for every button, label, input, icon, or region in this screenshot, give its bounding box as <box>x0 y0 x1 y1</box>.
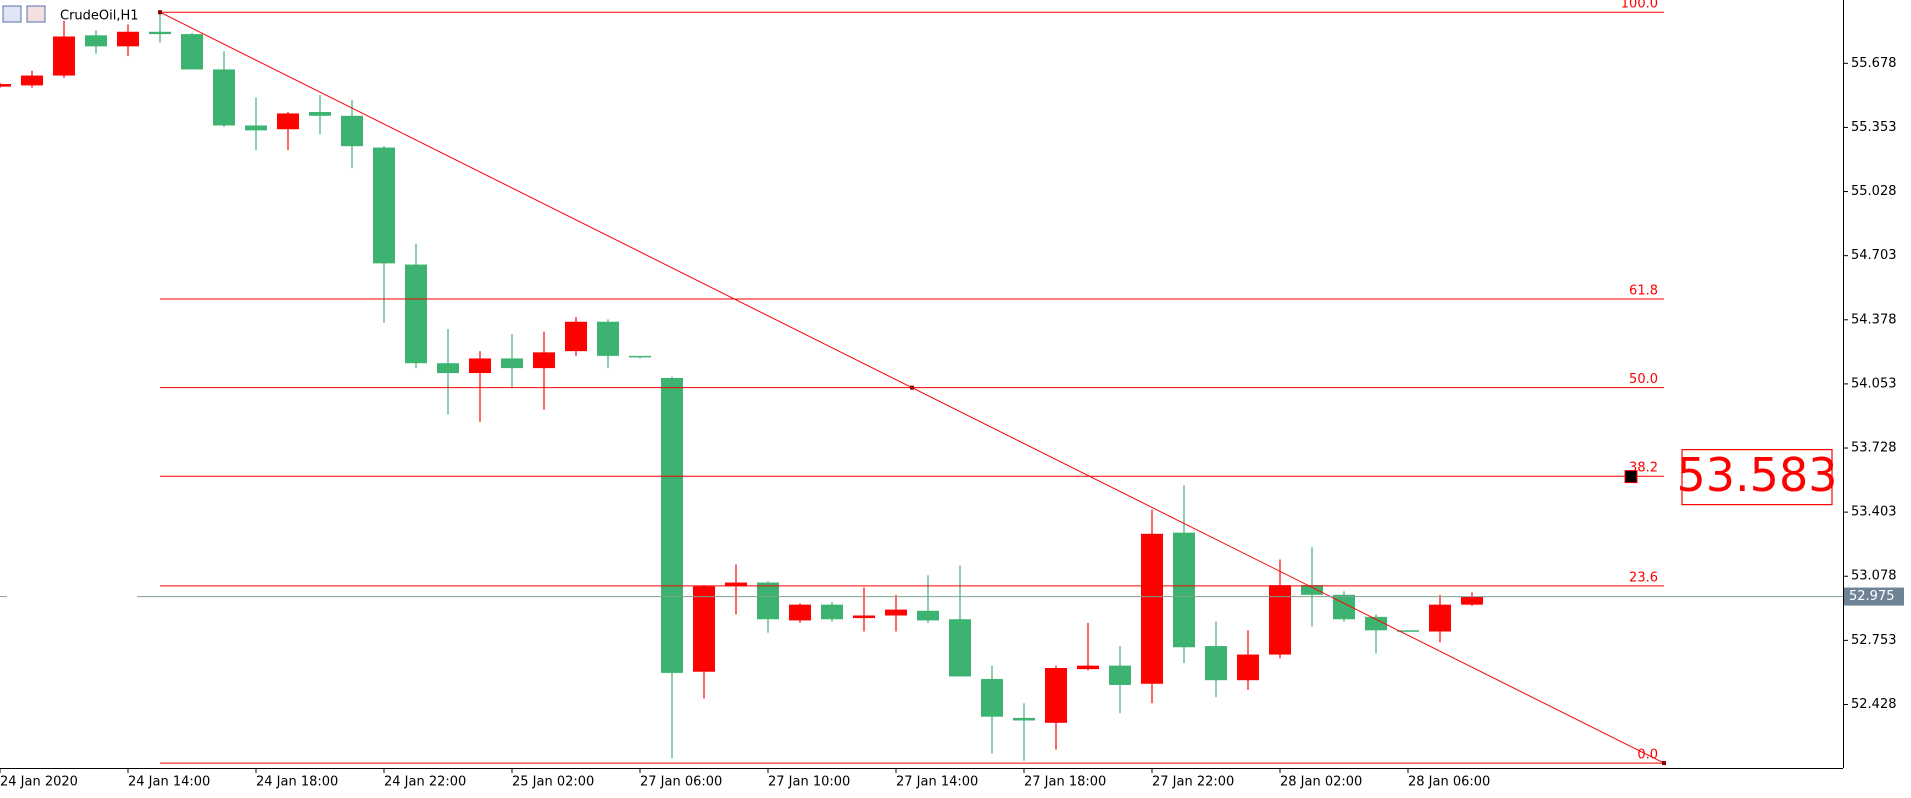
candle-body <box>341 115 363 147</box>
x-tick-label: 27 Jan 14:00 <box>896 775 978 790</box>
y-tick-label: 52.753 <box>1851 633 1897 648</box>
candle-body <box>1141 533 1163 684</box>
icon <box>26 5 46 23</box>
candle-body <box>373 147 395 264</box>
candle-body <box>693 586 715 672</box>
y-tick-label: 54.703 <box>1851 248 1897 263</box>
candle-body <box>821 604 843 620</box>
x-tick-label: 28 Jan 06:00 <box>1408 775 1490 790</box>
price-label: 53.583 <box>1677 448 1838 502</box>
candle-body <box>949 619 971 677</box>
last-price-label: 52.975 <box>1849 589 1895 604</box>
x-tick-label: 24 Jan 14:00 <box>128 775 210 790</box>
x-tick-label: 27 Jan 10:00 <box>768 775 850 790</box>
x-tick-label: 27 Jan 18:00 <box>1024 775 1106 790</box>
candle-body <box>501 358 523 369</box>
candle-body <box>981 679 1003 717</box>
candle-body <box>789 604 811 621</box>
x-tick-label: 24 Jan 2020 <box>0 775 78 790</box>
x-tick-label: 28 Jan 02:00 <box>1280 775 1362 790</box>
last-price-box <box>1844 587 1904 606</box>
candle-body <box>437 363 459 374</box>
x-tick-label: 27 Jan 06:00 <box>640 775 722 790</box>
candle-body <box>1429 604 1451 632</box>
candle-body <box>629 355 651 358</box>
candle-body <box>1205 646 1227 681</box>
candle-body <box>853 615 875 619</box>
candle-body <box>277 113 299 130</box>
candle-body <box>469 358 491 374</box>
fib-anchor <box>158 10 162 15</box>
chart-title: CrudeOil,H1 <box>60 9 139 24</box>
candle-body <box>1109 665 1131 685</box>
price-label-box <box>1681 449 1833 506</box>
y-tick-label: 53.728 <box>1851 441 1897 456</box>
y-tick-label: 53.078 <box>1851 569 1897 584</box>
candle-body <box>917 610 939 621</box>
x-tick-label: 24 Jan 22:00 <box>384 775 466 790</box>
price-label-marker <box>1624 470 1638 484</box>
plot-area <box>0 12 1483 761</box>
candle-body <box>245 125 267 131</box>
fib-anchor <box>1662 761 1666 766</box>
y-tick-label: 54.053 <box>1851 376 1897 391</box>
fib-anchor <box>910 385 914 390</box>
candle-body <box>1237 654 1259 681</box>
y-tick-label: 52.428 <box>1851 697 1897 712</box>
y-tick-label: 55.678 <box>1851 56 1897 71</box>
symbol-icons <box>2 5 46 23</box>
candle-body <box>661 377 683 673</box>
candle-body <box>565 321 587 352</box>
candle-body <box>885 609 907 616</box>
icon <box>2 5 22 23</box>
candle-body <box>181 34 203 70</box>
x-tick-label: 25 Jan 02:00 <box>512 775 594 790</box>
candle-body <box>757 582 779 620</box>
candle-body <box>405 264 427 364</box>
candle-body <box>85 35 107 47</box>
fib-level-label: 50.0 <box>1629 372 1658 387</box>
candle-body <box>1301 585 1323 595</box>
candle-body <box>1045 667 1067 723</box>
candle-body <box>0 84 11 87</box>
candle-body <box>1013 717 1035 721</box>
candle-body <box>149 31 171 35</box>
candle-body <box>1397 630 1419 632</box>
candle-body <box>21 75 43 86</box>
candle-body <box>1173 532 1195 648</box>
candle-body <box>309 112 331 116</box>
candle-body <box>597 321 619 356</box>
candle-body <box>1269 585 1291 655</box>
candle-body <box>533 352 555 369</box>
candle-body <box>1461 596 1483 605</box>
candle-body <box>1077 665 1099 670</box>
fib-level-label: 100.0 <box>1621 0 1658 12</box>
y-tick-label: 53.403 <box>1851 505 1897 520</box>
candle-body <box>213 69 235 126</box>
y-tick-label: 55.028 <box>1851 184 1897 199</box>
x-tick-label: 24 Jan 18:00 <box>256 775 338 790</box>
candle-body <box>1365 616 1387 631</box>
candle-body <box>725 582 747 587</box>
fib-level-label: 61.8 <box>1629 284 1658 299</box>
y-tick-label: 54.378 <box>1851 312 1897 327</box>
candle-body <box>117 31 139 47</box>
x-tick-label: 27 Jan 22:00 <box>1152 775 1234 790</box>
candle-body <box>53 36 75 76</box>
y-tick-label: 55.353 <box>1851 120 1897 135</box>
fib-level-label: 23.6 <box>1629 570 1658 585</box>
